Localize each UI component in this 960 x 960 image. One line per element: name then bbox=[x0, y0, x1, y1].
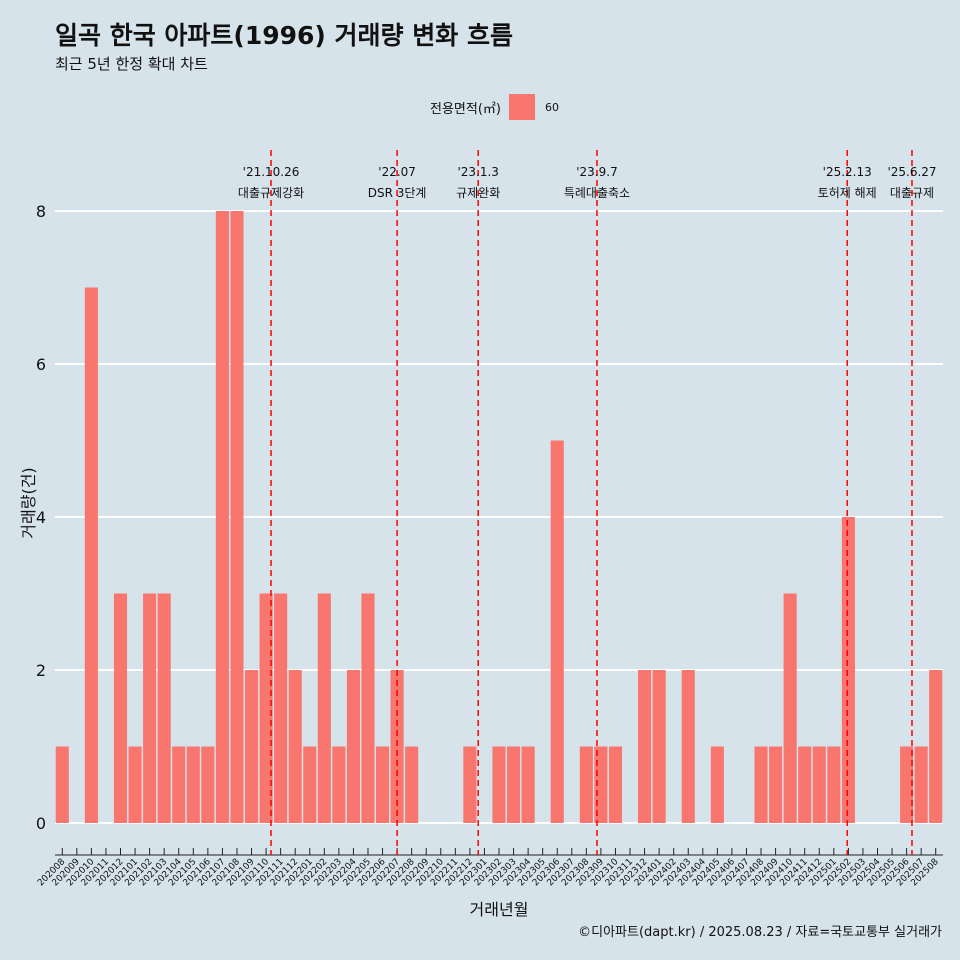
bar bbox=[900, 746, 914, 823]
bar bbox=[492, 746, 506, 823]
annotation-label: DSR 3단계 bbox=[368, 186, 427, 200]
y-tick-label: 2 bbox=[36, 661, 46, 680]
legend-key bbox=[508, 94, 535, 120]
bar bbox=[608, 746, 623, 823]
bar bbox=[303, 746, 317, 823]
bar bbox=[405, 746, 419, 823]
chart-title: 일곡 한국 아파트(1996) 거래량 변화 흐름 bbox=[55, 21, 513, 50]
bar bbox=[521, 746, 535, 823]
bar bbox=[186, 746, 200, 823]
y-tick-label: 0 bbox=[36, 814, 46, 833]
x-axis-label: 거래년월 bbox=[470, 900, 529, 919]
bar bbox=[288, 670, 302, 823]
y-tick-label: 8 bbox=[36, 202, 46, 221]
bar bbox=[652, 670, 666, 823]
bar bbox=[172, 746, 186, 823]
bar bbox=[463, 746, 477, 823]
annotation-date: '22.07 bbox=[378, 165, 416, 179]
annotation-date: '25.6.27 bbox=[887, 165, 936, 179]
bar bbox=[332, 746, 346, 823]
y-tick-label: 4 bbox=[36, 508, 46, 527]
bar bbox=[929, 670, 943, 823]
bar bbox=[710, 746, 724, 823]
bar bbox=[244, 670, 259, 823]
bar bbox=[681, 670, 695, 823]
bar bbox=[754, 746, 768, 823]
bar bbox=[812, 746, 826, 823]
y-axis-label: 거래량(건) bbox=[19, 467, 38, 538]
legend-title: 전용면적(㎡) bbox=[430, 101, 501, 117]
annotation-date: '21.10.26 bbox=[243, 165, 300, 179]
bar bbox=[157, 593, 171, 823]
annotation-date: '25.2.13 bbox=[823, 165, 872, 179]
y-tick-label: 6 bbox=[36, 355, 46, 374]
annotation-label: 대출규제 bbox=[890, 186, 934, 200]
bar bbox=[361, 593, 375, 823]
legend-label: 60 bbox=[544, 100, 559, 114]
bar bbox=[113, 593, 128, 823]
bar bbox=[550, 440, 564, 823]
annotation-date: '23.9.7 bbox=[576, 165, 617, 179]
bar bbox=[201, 746, 215, 823]
bar bbox=[769, 746, 783, 823]
annotation-date: '23.1.3 bbox=[457, 165, 498, 179]
bar bbox=[215, 211, 229, 823]
bar bbox=[507, 746, 521, 823]
bar bbox=[390, 670, 404, 823]
bar bbox=[230, 211, 244, 823]
annotation-label: 토허제 해제 bbox=[818, 186, 877, 200]
bar bbox=[798, 746, 812, 823]
bar bbox=[317, 593, 331, 823]
bar bbox=[274, 593, 288, 823]
bar bbox=[128, 746, 142, 823]
caption: ©디아파트(dapt.kr) / 2025.08.23 / 자료=국토교통부 실… bbox=[578, 925, 942, 940]
bar bbox=[375, 746, 390, 823]
bar bbox=[914, 746, 928, 823]
annotation-label: 규제완화 bbox=[456, 186, 500, 200]
bar bbox=[783, 593, 797, 823]
bar bbox=[579, 746, 593, 823]
annotation-label: 특례대출축소 bbox=[564, 186, 630, 200]
chart-subtitle: 최근 5년 한정 확대 차트 bbox=[55, 55, 208, 73]
bar bbox=[55, 746, 69, 823]
bar bbox=[346, 670, 360, 823]
bar bbox=[827, 746, 841, 823]
bar bbox=[638, 670, 652, 823]
bar bbox=[84, 287, 98, 823]
annotation-label: 대출규제강화 bbox=[238, 186, 304, 200]
legend: 전용면적(㎡) 60 bbox=[430, 94, 559, 120]
bar bbox=[259, 593, 273, 823]
bar bbox=[841, 517, 855, 823]
bar bbox=[143, 593, 157, 823]
